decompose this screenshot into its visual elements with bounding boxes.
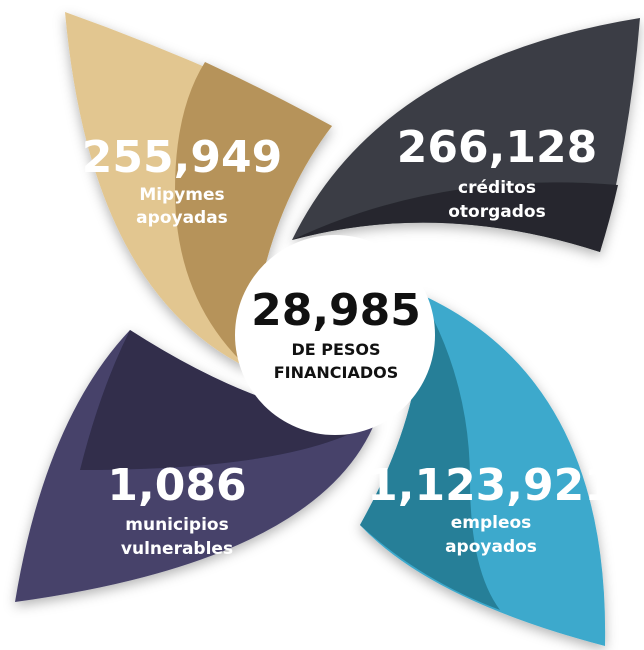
center-value: 28,985 (251, 285, 421, 336)
petal-gold (65, 12, 332, 368)
petal-label: Mipymes (139, 185, 224, 205)
petal-label: vulnerables (121, 539, 233, 559)
center-disc (235, 235, 435, 435)
petal-label: apoyadas (136, 208, 228, 228)
petal-label: empleos (451, 513, 532, 533)
petal-label: apoyados (445, 537, 537, 557)
petal-dark (292, 18, 640, 252)
center-label: FINANCIADOS (274, 363, 399, 382)
petal-value: 266,128 (397, 122, 597, 173)
petal-value: 1,086 (107, 460, 246, 511)
petal-value: 1,123,921 (367, 460, 615, 511)
petal-value: 255,949 (82, 132, 282, 183)
petal-purple (15, 330, 376, 602)
petal-label: otorgados (448, 202, 545, 222)
petal-label: municipios (125, 515, 228, 535)
center-label: DE PESOS (291, 340, 380, 359)
petal-label: créditos (458, 178, 536, 198)
